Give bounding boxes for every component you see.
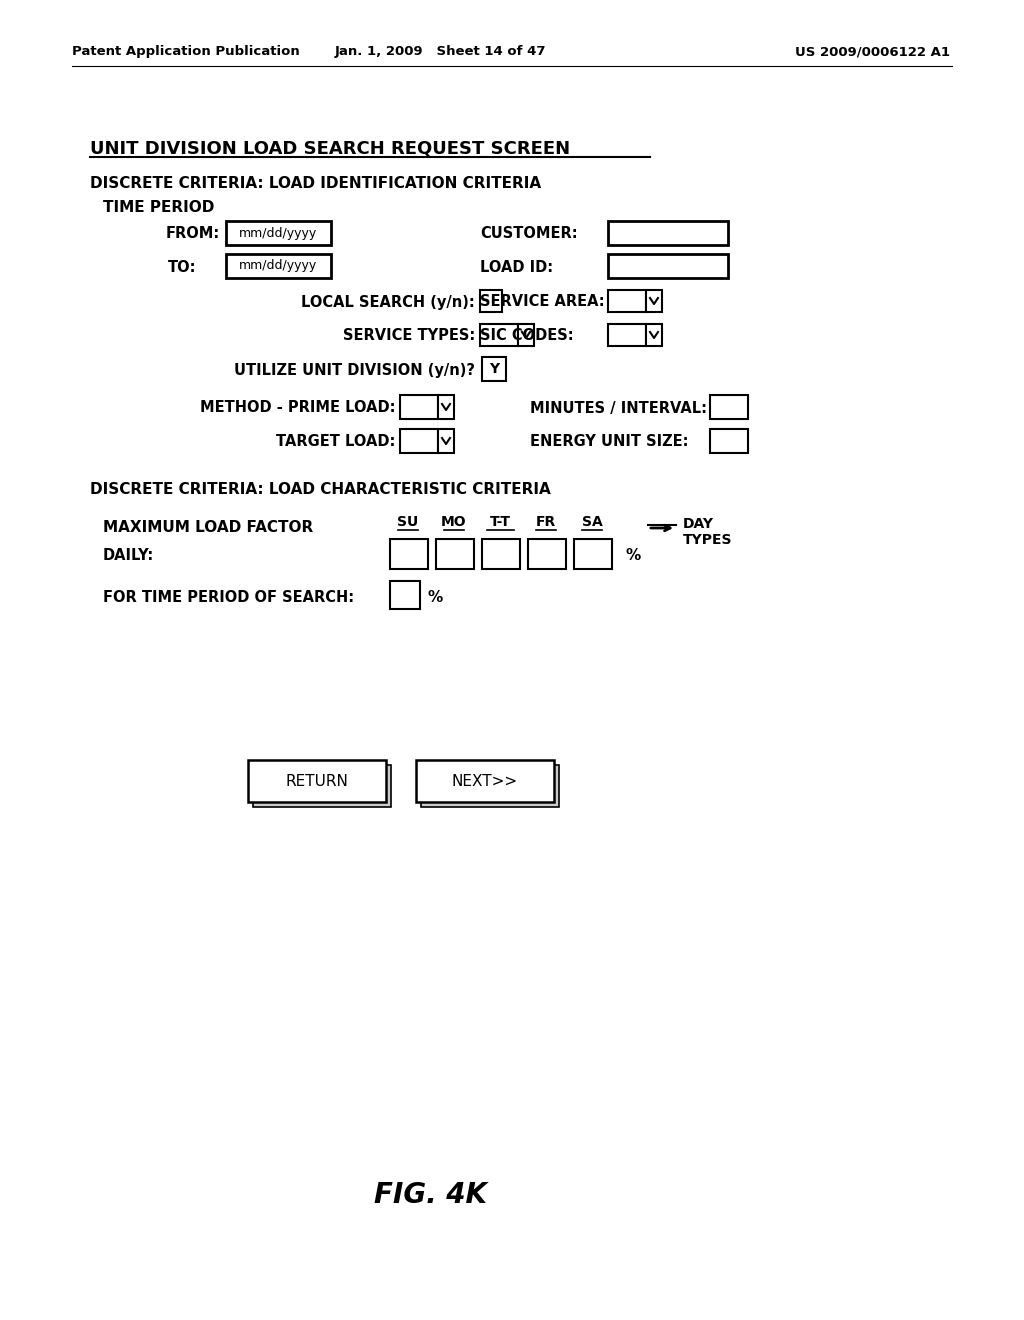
Bar [400,395,438,418]
Bar [710,429,748,453]
Bar [518,323,534,346]
Bar [226,220,331,246]
Bar [608,290,646,312]
Text: METHOD - PRIME LOAD:: METHOD - PRIME LOAD: [200,400,395,416]
Text: LOAD ID:: LOAD ID: [480,260,553,275]
Text: FROM:: FROM: [166,227,220,242]
Text: SU: SU [397,515,419,529]
Bar [390,581,420,609]
Text: TYPES: TYPES [683,533,732,546]
Text: UNIT DIVISION LOAD SEARCH REQUEST SCREEN: UNIT DIVISION LOAD SEARCH REQUEST SCREEN [90,139,570,157]
Text: US 2009/0006122 A1: US 2009/0006122 A1 [795,45,950,58]
Text: ENERGY UNIT SIZE:: ENERGY UNIT SIZE: [530,434,688,450]
Text: TARGET LOAD:: TARGET LOAD: [275,434,395,450]
Text: SA: SA [582,515,602,529]
Text: T-T: T-T [489,515,511,529]
Text: MAXIMUM LOAD FACTOR: MAXIMUM LOAD FACTOR [103,520,313,536]
Text: SERVICE AREA:: SERVICE AREA: [480,294,604,309]
Text: SERVICE TYPES:: SERVICE TYPES: [343,329,475,343]
Text: Jan. 1, 2009   Sheet 14 of 47: Jan. 1, 2009 Sheet 14 of 47 [334,45,546,58]
Bar [528,539,566,569]
Text: DISCRETE CRITERIA: LOAD IDENTIFICATION CRITERIA: DISCRETE CRITERIA: LOAD IDENTIFICATION C… [90,176,541,190]
Bar [438,395,454,418]
Text: FOR TIME PERIOD OF SEARCH:: FOR TIME PERIOD OF SEARCH: [103,590,354,605]
Text: FR: FR [536,515,556,529]
Bar [421,766,559,807]
Text: CUSTOMER:: CUSTOMER: [480,227,578,242]
Text: mm/dd/yyyy: mm/dd/yyyy [240,227,317,239]
Bar [482,539,520,569]
Bar [390,539,428,569]
Text: MINUTES / INTERVAL:: MINUTES / INTERVAL: [530,400,707,416]
Text: DAY: DAY [683,517,714,531]
Bar [416,760,554,803]
Bar [608,253,728,279]
Bar [608,220,728,246]
Text: LOCAL SEARCH (y/n):: LOCAL SEARCH (y/n): [301,294,475,309]
Bar [710,395,748,418]
Text: UTILIZE UNIT DIVISION (y/n)?: UTILIZE UNIT DIVISION (y/n)? [234,363,475,378]
Bar [436,539,474,569]
Text: NEXT>>: NEXT>> [452,774,518,788]
Text: FIG. 4K: FIG. 4K [374,1181,486,1209]
Text: %: % [428,590,443,605]
Bar [248,760,386,803]
Bar [646,290,662,312]
Bar [438,429,454,453]
Text: TIME PERIOD: TIME PERIOD [103,201,214,215]
Text: RETURN: RETURN [286,774,348,788]
Text: SIC CODES:: SIC CODES: [480,329,573,343]
Text: Y: Y [488,362,499,376]
Bar [400,429,438,453]
Text: DAILY:: DAILY: [103,548,155,562]
Text: mm/dd/yyyy: mm/dd/yyyy [240,260,317,272]
Bar [480,323,518,346]
Bar [574,539,612,569]
Bar [646,323,662,346]
Text: Patent Application Publication: Patent Application Publication [72,45,300,58]
Bar [253,766,391,807]
Bar [608,323,646,346]
Text: TO:: TO: [168,260,196,275]
Bar [226,253,331,279]
Text: %: % [626,548,641,562]
Bar [480,290,502,312]
Text: DISCRETE CRITERIA: LOAD CHARACTERISTIC CRITERIA: DISCRETE CRITERIA: LOAD CHARACTERISTIC C… [90,483,551,498]
Bar [482,356,506,381]
Text: MO: MO [441,515,467,529]
